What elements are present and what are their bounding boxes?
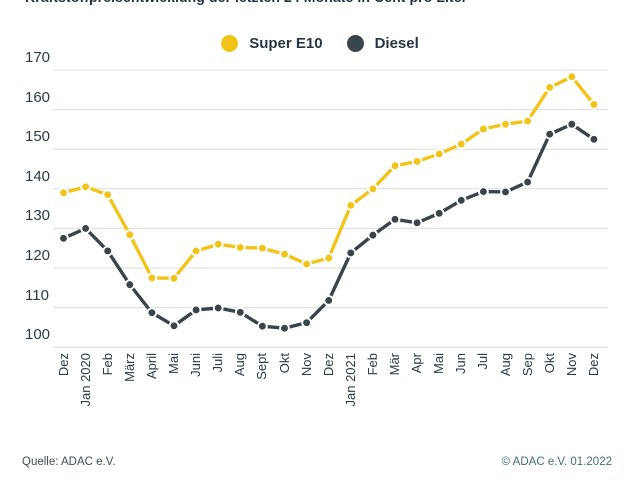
x-axis-label: Juli [210,353,226,373]
y-axis-label: 130 [25,207,51,225]
data-point-super-e10 [544,82,556,93]
legend-item-diesel: Diesel [346,34,419,52]
data-point-diesel [80,223,91,234]
x-axis-label: Apr [409,353,425,374]
chart-title: Kraftstoffpreisentwicklung der letzten 2… [25,0,467,5]
data-point-diesel [389,213,401,225]
data-point-super-e10 [190,245,202,257]
data-point-diesel [566,118,578,130]
x-axis-label: Aug [497,353,513,377]
data-point-super-e10 [500,118,511,130]
chart-legend: Super E10 Diesel [0,33,640,53]
data-point-super-e10 [323,252,335,264]
x-axis-label: Feb [364,353,380,376]
data-point-super-e10 [102,189,114,201]
x-axis-label: März [121,353,137,382]
data-point-diesel [257,320,268,332]
x-axis-label: Sept [254,353,270,380]
data-point-super-e10 [455,138,467,150]
legend-label-super-e10: Super E10 [249,34,323,52]
data-point-diesel [58,232,69,244]
data-point-diesel [146,307,158,319]
data-point-super-e10 [257,242,268,254]
data-point-diesel [234,307,246,318]
x-axis-label: April [143,353,159,380]
data-point-diesel [323,295,335,306]
x-axis-label: Mär [387,353,402,376]
data-point-super-e10 [58,187,69,199]
x-axis-label: Dez [320,353,336,377]
data-point-diesel [212,302,224,314]
data-point-super-e10 [411,156,423,167]
data-point-diesel [411,217,423,229]
copyright-note: © ADAC e.V. 01.2022 [501,456,612,468]
data-point-super-e10 [566,71,578,83]
y-axis-label: 150 [25,128,51,146]
data-point-super-e10 [367,183,379,195]
data-point-diesel [279,322,290,334]
x-axis-label: Jan 2020 [77,353,93,407]
x-axis-label: Juni [188,353,204,377]
data-point-diesel [190,304,202,316]
data-point-super-e10 [124,229,136,241]
data-point-diesel [433,208,445,219]
legend-label-diesel: Diesel [374,34,419,52]
data-point-super-e10 [168,272,180,284]
source-note: Quelle: ADAC e.V. [22,456,116,468]
data-point-diesel [367,229,379,241]
y-axis-label: 140 [25,167,51,185]
data-point-diesel [124,279,136,290]
data-point-super-e10 [234,242,246,253]
x-axis-label: Mai [431,353,447,374]
data-point-super-e10 [301,258,312,270]
data-point-super-e10 [478,123,489,135]
data-point-diesel [500,186,511,198]
data-point-super-e10 [279,248,290,260]
x-axis-label: Okt [541,353,557,374]
data-point-diesel [588,133,600,145]
data-point-super-e10 [345,200,357,211]
x-axis-label: Jan 2021 [342,353,358,407]
data-point-diesel [522,176,533,188]
data-point-super-e10 [389,160,401,172]
x-axis-label: Jun [453,353,469,374]
data-point-diesel [301,317,312,328]
x-axis-label: Aug [232,353,248,377]
y-axis-label: 170 [25,49,51,66]
data-point-super-e10 [80,181,91,193]
diesel-dot-icon [346,34,364,52]
data-point-diesel [544,128,556,140]
y-axis-label: 120 [25,247,51,264]
super-e10-dot-icon [221,34,239,52]
data-point-super-e10 [433,148,445,160]
data-point-super-e10 [146,272,158,284]
legend-item-super-e10: Super E10 [221,34,323,52]
x-axis-label: Feb [99,353,115,376]
x-axis-label: Mai [166,353,181,374]
x-axis-label: Sep [519,353,535,377]
y-axis-label: 110 [25,286,49,304]
x-axis-label: Nov [563,353,579,377]
data-point-diesel [345,247,357,259]
data-point-diesel [168,320,180,332]
data-point-diesel [455,194,467,206]
data-point-diesel [102,245,114,257]
x-axis-label: Jul [475,353,491,370]
y-axis-label: 160 [25,88,51,106]
y-axis-label: 100 [25,326,51,344]
data-point-super-e10 [522,115,533,127]
data-point-super-e10 [212,238,224,250]
x-axis-label: Dez [55,353,71,377]
x-axis-label: Okt [276,353,292,374]
x-axis-label: Dez [585,353,601,377]
data-point-super-e10 [588,99,600,110]
x-axis-label: Nov [298,353,314,377]
data-point-diesel [478,186,489,197]
super-e10-line [63,75,596,280]
